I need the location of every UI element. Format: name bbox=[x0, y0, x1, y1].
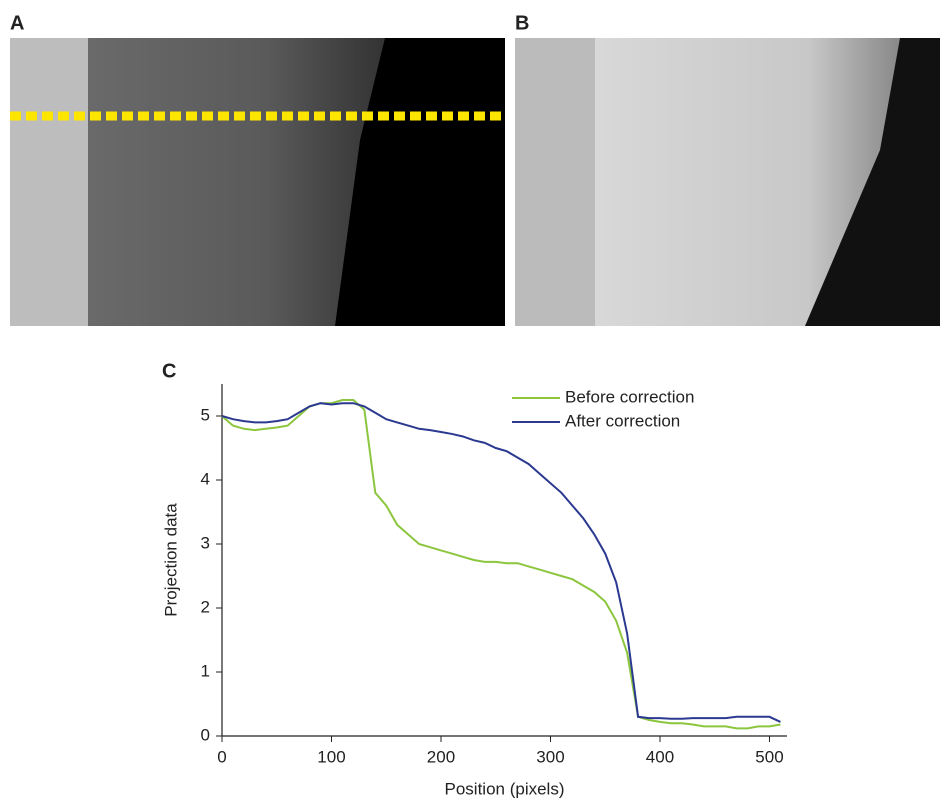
panel-label: C bbox=[162, 360, 176, 382]
image-a bbox=[10, 38, 505, 326]
image-b bbox=[515, 38, 940, 326]
y-tick-label: 5 bbox=[201, 405, 210, 424]
x-tick-label: 0 bbox=[217, 747, 226, 766]
y-axis-label: Projection data bbox=[161, 503, 180, 617]
y-tick-label: 4 bbox=[201, 469, 210, 488]
x-tick-label: 500 bbox=[755, 747, 783, 766]
y-tick-label: 0 bbox=[201, 725, 210, 744]
x-tick-label: 200 bbox=[427, 747, 455, 766]
legend-label: After correction bbox=[565, 411, 680, 430]
panel-label: A bbox=[10, 12, 24, 34]
x-tick-label: 300 bbox=[536, 747, 564, 766]
x-tick-label: 400 bbox=[646, 747, 674, 766]
x-tick-label: 100 bbox=[317, 747, 345, 766]
panel-label: B bbox=[515, 12, 529, 34]
legend-label: Before correction bbox=[565, 387, 694, 406]
y-tick-label: 3 bbox=[201, 533, 210, 552]
series-line bbox=[221, 402, 781, 723]
y-tick-label: 2 bbox=[201, 597, 210, 616]
x-axis-label: Position (pixels) bbox=[445, 779, 565, 798]
y-tick-label: 1 bbox=[201, 661, 210, 680]
